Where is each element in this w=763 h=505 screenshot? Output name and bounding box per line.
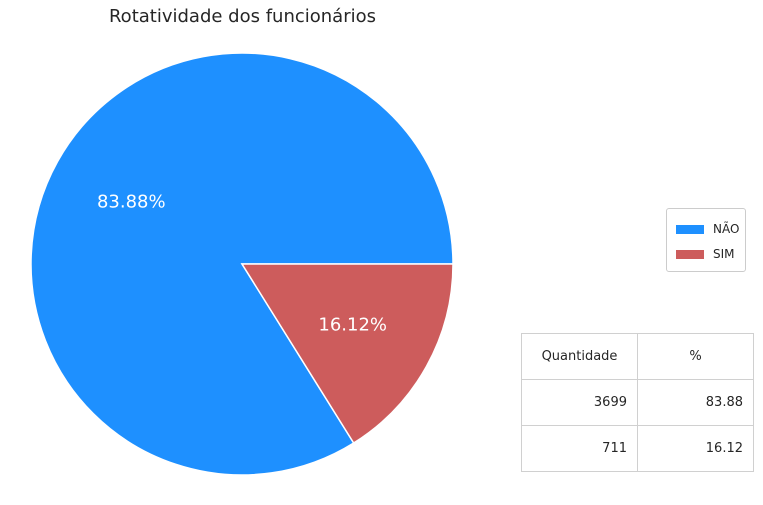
chart-title: Rotatividade dos funcionários xyxy=(108,6,377,27)
legend-swatch-nao xyxy=(676,224,704,234)
header-percent: % xyxy=(637,333,754,380)
legend-item-sim: SIM xyxy=(676,247,735,261)
pie-label-não: 83.88% xyxy=(97,192,166,213)
table-cell-percent: 83.88 xyxy=(637,379,754,426)
table-cell-percent: 16.12 xyxy=(637,425,754,472)
legend-item-nao: NÃO xyxy=(676,222,739,236)
legend-label-sim: SIM xyxy=(713,247,735,261)
table-cell-quantidade: 3699 xyxy=(521,379,638,426)
pie-slice-sim xyxy=(240,263,454,445)
table-row: 711 16.12 xyxy=(521,425,754,472)
legend-swatch-sim xyxy=(676,249,704,259)
pie-label-sim: 16.12% xyxy=(318,314,387,335)
legend: NÃO SIM xyxy=(666,208,746,272)
table-header-row: Quantidade % xyxy=(521,333,754,380)
table-row: 3699 83.88 xyxy=(521,379,754,426)
table-cell-quantidade: 711 xyxy=(521,425,638,472)
legend-label-nao: NÃO xyxy=(713,222,740,236)
header-quantidade: Quantidade xyxy=(521,333,638,380)
summary-table: Quantidade % 3699 83.88 711 16.12 xyxy=(521,333,754,472)
